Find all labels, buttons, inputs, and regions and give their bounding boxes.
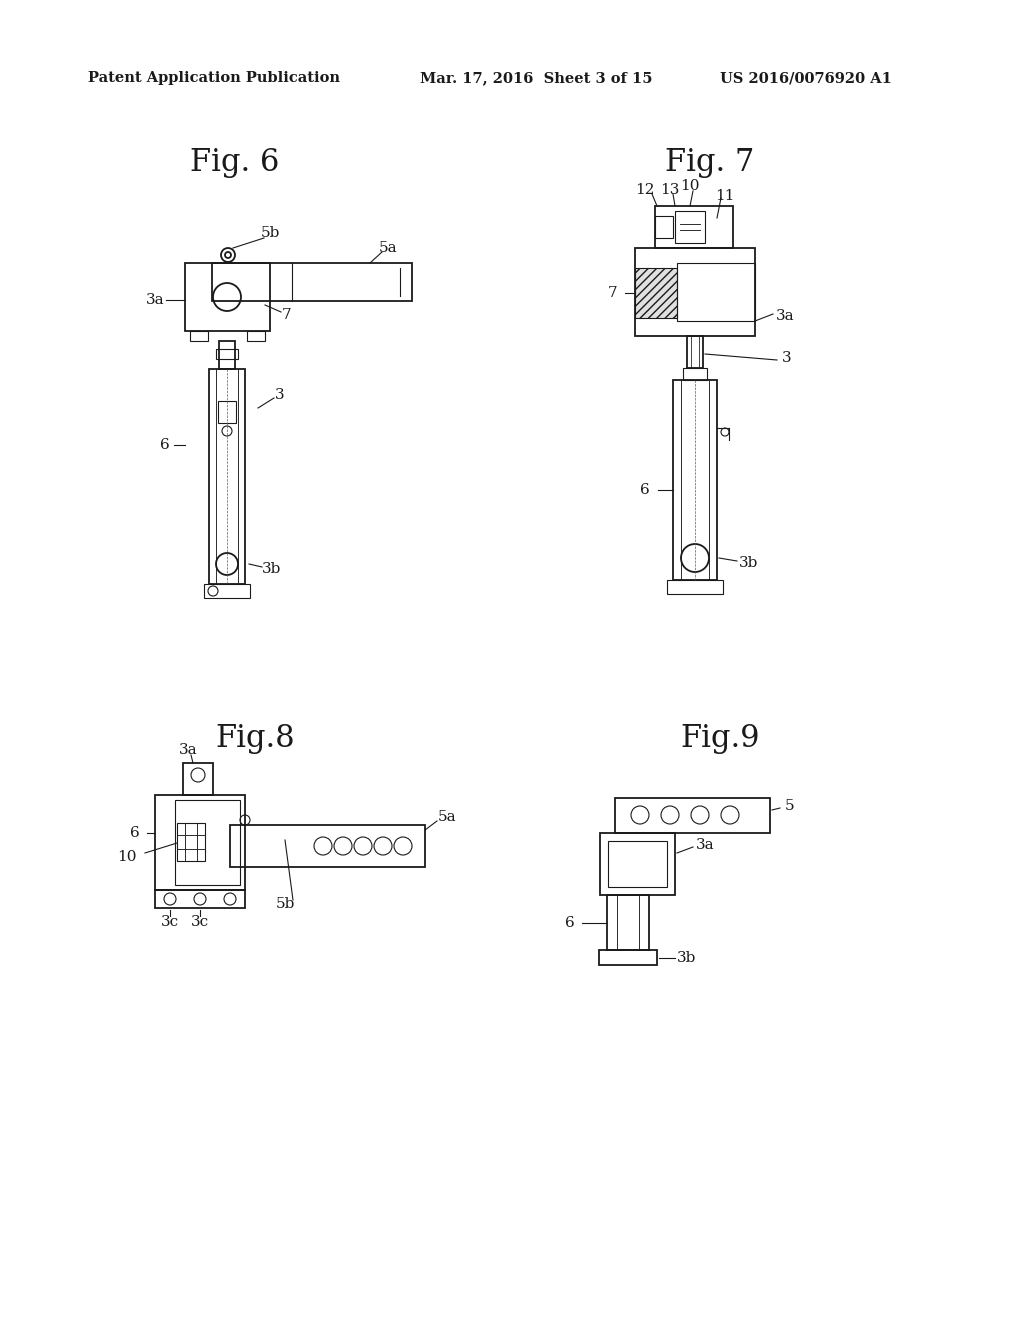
Text: US 2016/0076920 A1: US 2016/0076920 A1 (720, 71, 892, 84)
Polygon shape (635, 268, 677, 318)
Text: 3b: 3b (262, 562, 282, 576)
Text: 10: 10 (680, 180, 699, 193)
Bar (599, 950, 657, 965)
Bar (209, 370, 245, 583)
Text: 3b: 3b (677, 950, 696, 965)
Text: 3: 3 (275, 388, 285, 403)
Text: 7: 7 (283, 308, 292, 322)
Text: 6: 6 (640, 483, 650, 498)
Bar (655, 216, 673, 238)
Text: Fig. 6: Fig. 6 (190, 148, 280, 178)
Text: 3a: 3a (145, 293, 164, 308)
Text: 10: 10 (118, 850, 137, 865)
Bar (212, 263, 412, 301)
Text: Fig.9: Fig.9 (680, 722, 760, 754)
Bar (683, 368, 707, 380)
Text: Patent Application Publication: Patent Application Publication (88, 71, 340, 84)
Text: 5a: 5a (379, 242, 397, 255)
Bar (155, 890, 245, 908)
Bar (667, 579, 723, 594)
Text: Fig. 7: Fig. 7 (666, 148, 755, 178)
Bar (600, 833, 675, 895)
Bar (190, 331, 208, 341)
Bar (677, 263, 755, 321)
Text: 5a: 5a (437, 810, 457, 824)
Text: Mar. 17, 2016  Sheet 3 of 15: Mar. 17, 2016 Sheet 3 of 15 (420, 71, 652, 84)
Text: 3b: 3b (739, 556, 759, 570)
Text: Fig.8: Fig.8 (215, 722, 295, 754)
Bar (615, 799, 770, 833)
Text: 3a: 3a (776, 309, 795, 323)
Bar (177, 822, 205, 861)
Bar (218, 401, 236, 422)
Bar (219, 341, 234, 370)
Bar (687, 337, 703, 368)
Bar (155, 795, 245, 890)
Bar (673, 380, 717, 579)
Bar (608, 841, 667, 887)
Text: 12: 12 (635, 183, 654, 197)
Bar (247, 331, 265, 341)
Text: 5b: 5b (275, 898, 295, 911)
Text: 13: 13 (660, 183, 680, 197)
Text: 3a: 3a (178, 743, 198, 756)
Bar (675, 211, 705, 243)
Text: 6: 6 (565, 916, 574, 931)
Text: 7: 7 (608, 286, 617, 300)
Text: 3: 3 (782, 351, 792, 366)
Bar (635, 248, 755, 337)
Text: 11: 11 (715, 189, 735, 203)
Text: 5: 5 (785, 799, 795, 813)
Text: 6: 6 (160, 438, 170, 451)
Bar (607, 895, 649, 950)
Bar (655, 206, 733, 248)
Bar (216, 348, 238, 359)
Bar (185, 263, 270, 331)
Bar (175, 800, 240, 884)
Bar (183, 763, 213, 795)
Bar (204, 583, 250, 598)
Text: 3c: 3c (161, 915, 179, 929)
Text: 5b: 5b (260, 226, 280, 240)
Text: 3a: 3a (695, 838, 715, 851)
Bar (230, 825, 425, 867)
Text: 3c: 3c (190, 915, 209, 929)
Text: 6: 6 (130, 826, 140, 840)
